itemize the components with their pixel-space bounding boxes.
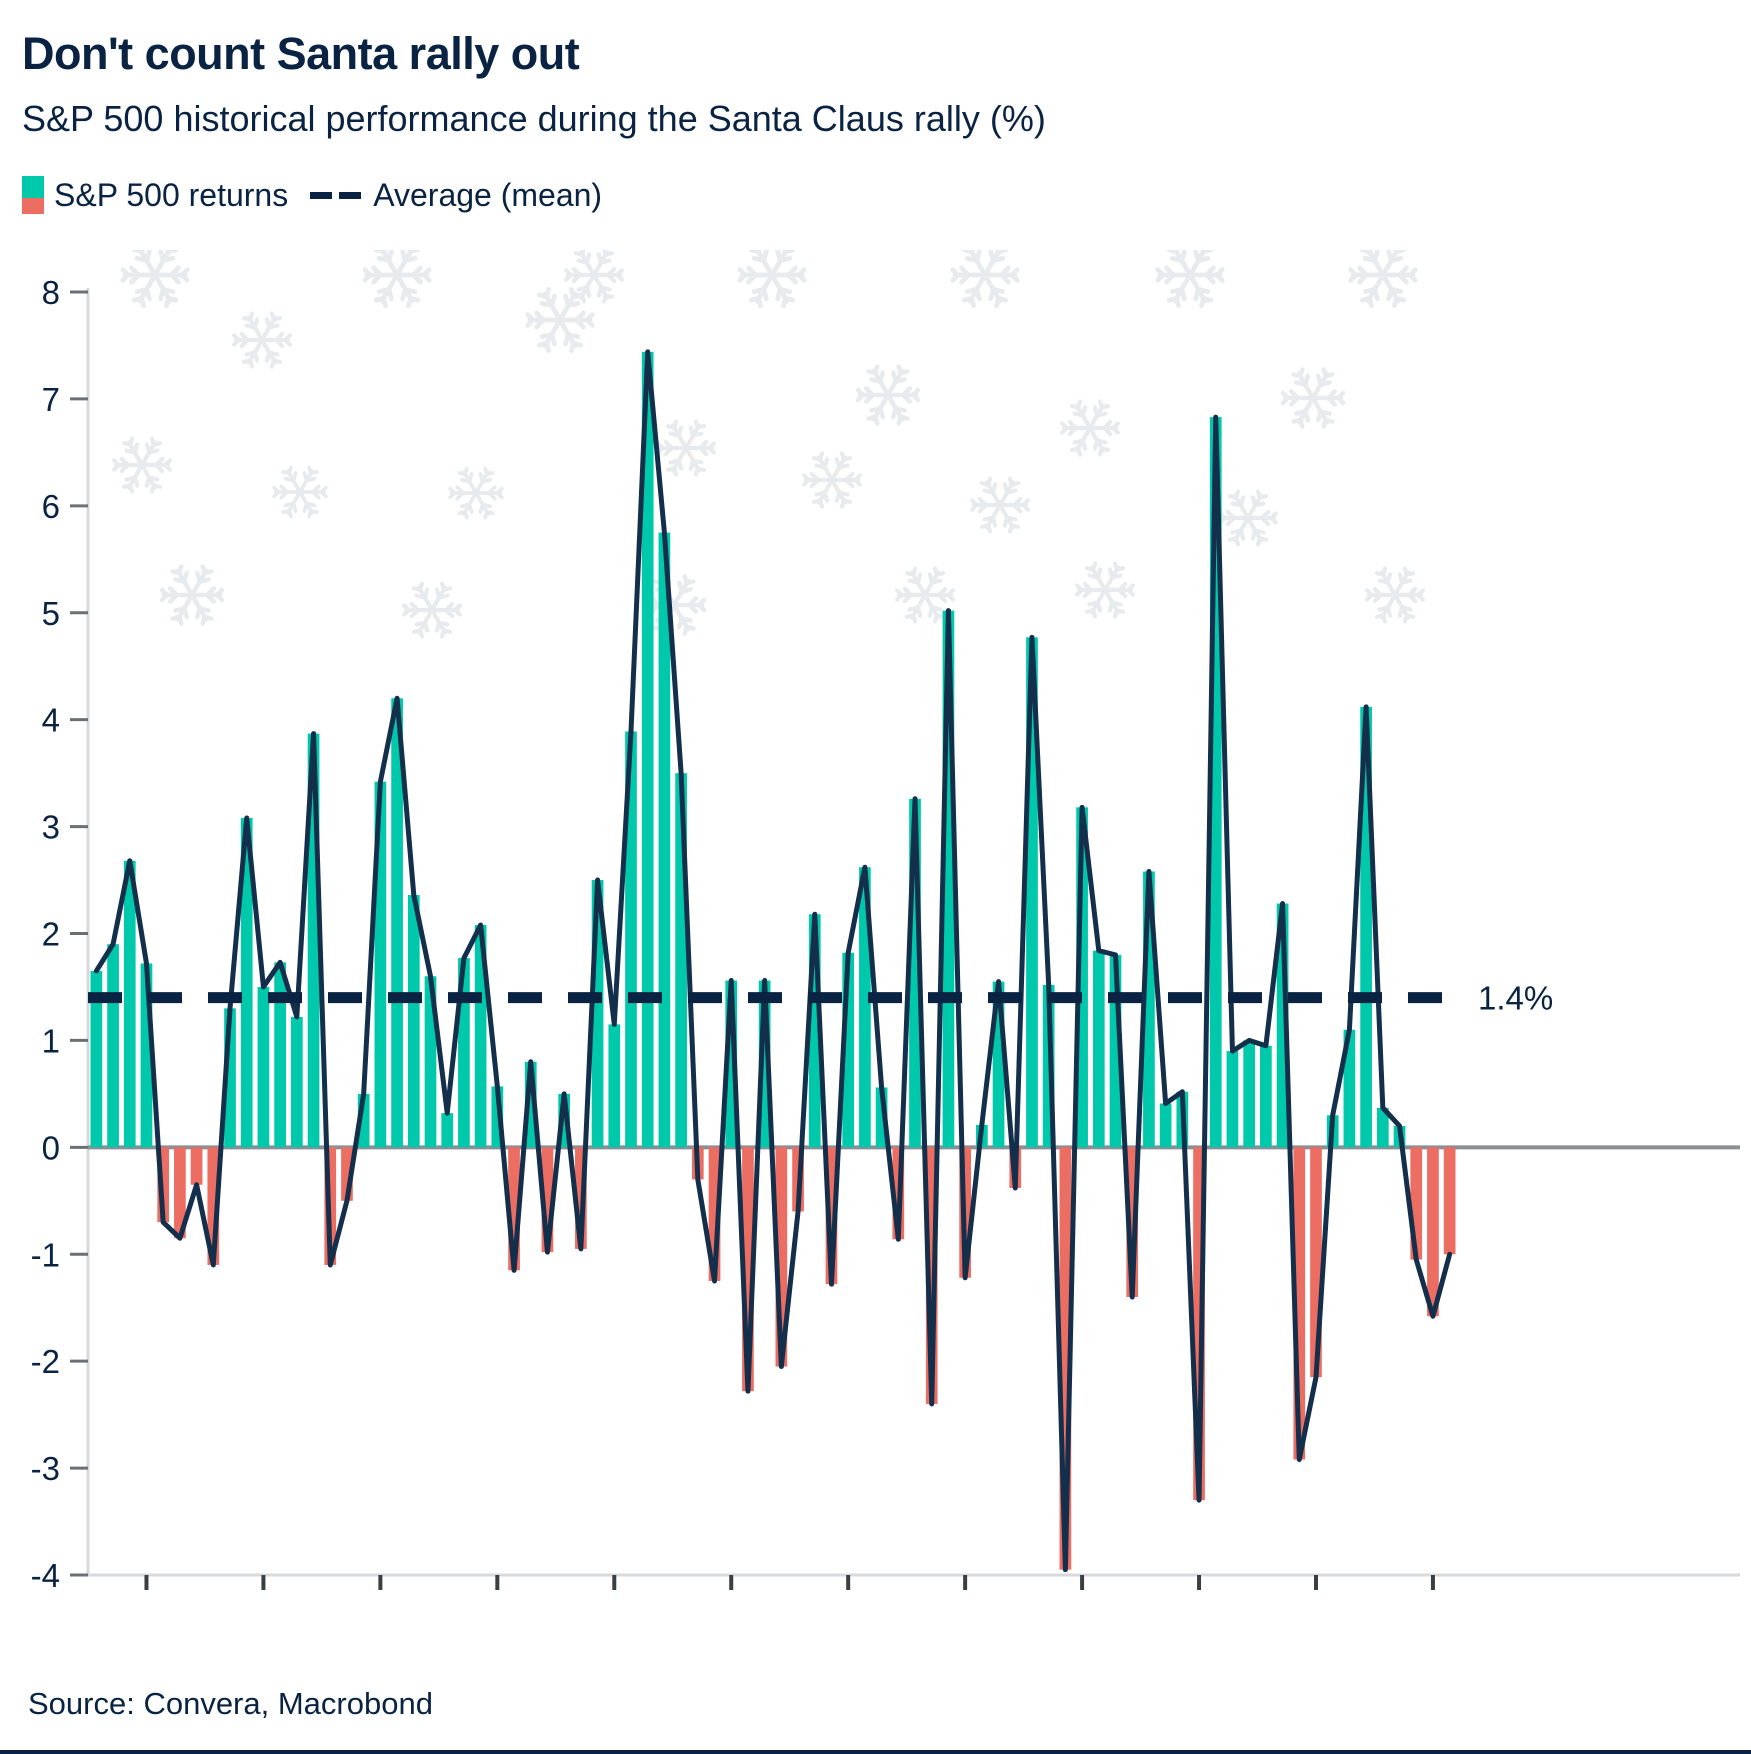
page-title: Don't count Santa rally out bbox=[22, 28, 580, 79]
tick-labels: 876543210-1-2-3-419461953196019671974198… bbox=[31, 274, 1435, 1590]
legend-label-returns: S&P 500 returns bbox=[54, 176, 289, 213]
y-tick-label: 5 bbox=[42, 595, 60, 632]
legend-label-average: Average (mean) bbox=[373, 176, 603, 213]
snowflake-decorations bbox=[111, 250, 1426, 639]
y-tick-label: 8 bbox=[42, 274, 60, 311]
y-tick-label: -2 bbox=[31, 1343, 60, 1380]
bottom-rule bbox=[0, 1750, 1751, 1754]
y-tick-label: -1 bbox=[31, 1236, 60, 1273]
santa-rally-bar-chart: 1.4% 876543210-1-2-3-4194619531960196719… bbox=[31, 250, 1740, 1590]
y-tick-label: 7 bbox=[42, 381, 60, 418]
legend-swatch-returns bbox=[22, 176, 44, 214]
y-tick-label: 4 bbox=[42, 702, 60, 739]
bars bbox=[90, 351, 1456, 1570]
y-tick-label: 3 bbox=[42, 809, 60, 846]
y-tick-label: 2 bbox=[42, 916, 60, 953]
y-tick-label: 6 bbox=[42, 488, 60, 525]
chart-plot-area: 1.4% 876543210-1-2-3-4194619531960196719… bbox=[0, 250, 1751, 1590]
mean-value-label: 1.4% bbox=[1478, 980, 1553, 1017]
mean-line: 1.4% bbox=[88, 980, 1553, 1017]
y-tick-label: -3 bbox=[31, 1450, 60, 1487]
y-tick-label: 0 bbox=[42, 1129, 60, 1166]
page-subtitle: S&P 500 historical performance during th… bbox=[22, 98, 1046, 139]
y-tick-label: -4 bbox=[31, 1557, 60, 1590]
chart-legend: S&P 500 returns Average (mean) bbox=[22, 176, 624, 214]
source-note: Source: Convera, Macrobond bbox=[28, 1686, 433, 1721]
legend-dash-average bbox=[310, 191, 362, 199]
y-tick-label: 1 bbox=[42, 1022, 60, 1059]
overlay-line bbox=[93, 349, 1453, 1573]
